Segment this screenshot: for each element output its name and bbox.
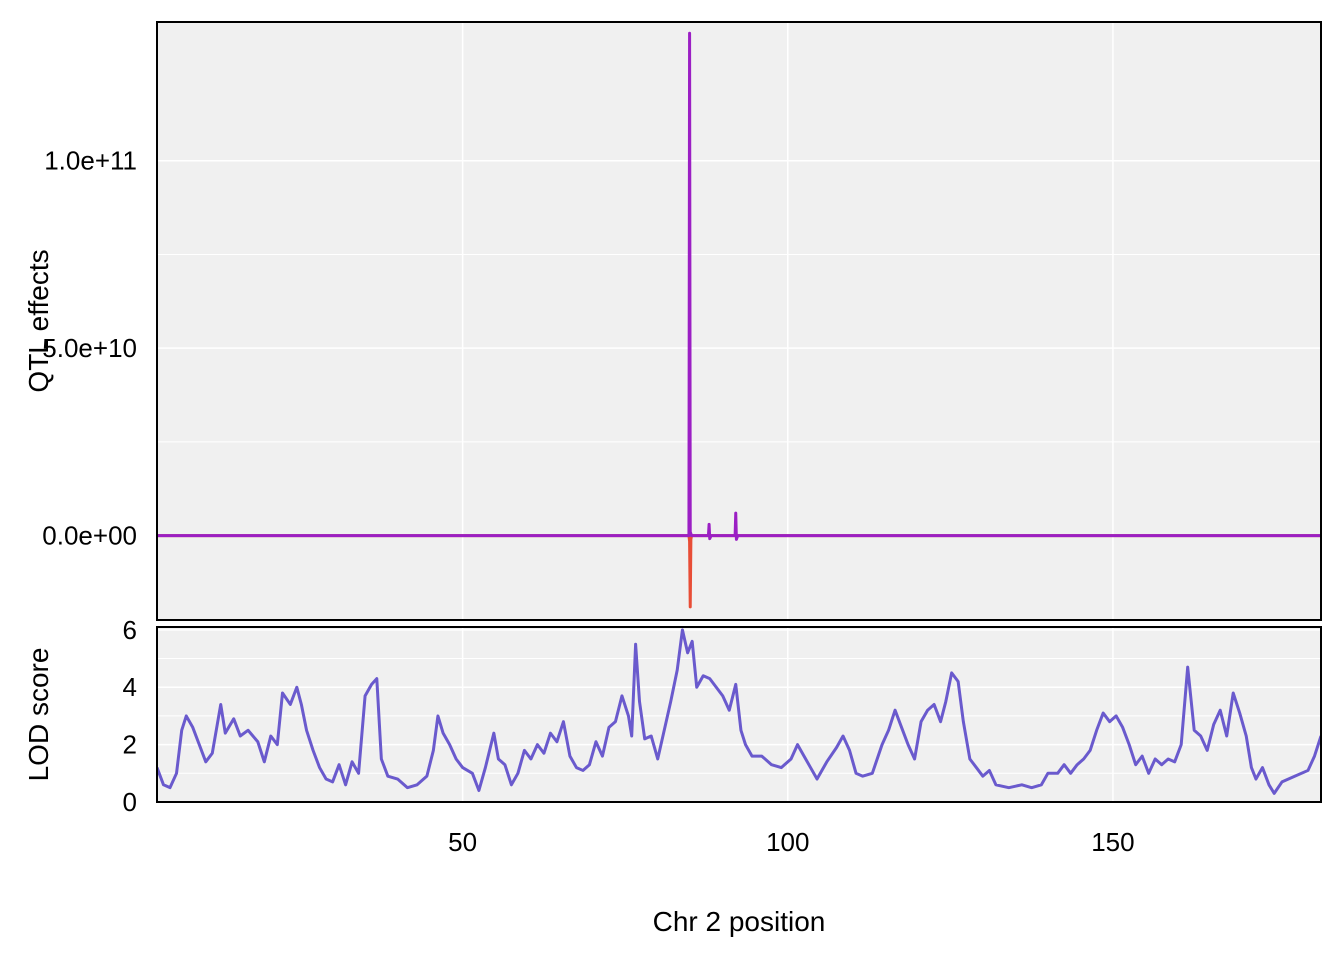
effects-y-tick-label: 5.0e+10 bbox=[42, 333, 137, 363]
lod-panel: 0 2 4 6 50 100 150 bbox=[123, 615, 1322, 857]
lod-series-line-0 bbox=[157, 628, 1321, 795]
lod-x-tick-label: 50 bbox=[448, 827, 477, 857]
axis-titles: QTL effects LOD score Chr 2 position bbox=[23, 249, 825, 937]
lod-y-tick-label: 6 bbox=[123, 615, 137, 645]
lod-x-tick-label: 150 bbox=[1091, 827, 1134, 857]
effects-panel: 0.0e+00 5.0e+10 1.0e+11 bbox=[42, 21, 1322, 621]
lod-y-tick-label: 2 bbox=[123, 730, 137, 760]
effects-y-axis-title: QTL effects bbox=[23, 249, 54, 392]
lod-x-tick-label: 100 bbox=[766, 827, 809, 857]
lod-y-axis-title: LOD score bbox=[23, 648, 54, 782]
lod-plot-border bbox=[156, 626, 1322, 803]
effects-series-group bbox=[157, 31, 1321, 609]
effects-plot-background bbox=[157, 22, 1321, 620]
lod-y-tick-label: 4 bbox=[123, 672, 137, 702]
effects-y-tick-label: 1.0e+11 bbox=[44, 146, 137, 176]
effects-y-tick-label: 0.0e+00 bbox=[42, 521, 137, 551]
x-axis-title: Chr 2 position bbox=[653, 906, 826, 937]
lod-y-tick-label: 0 bbox=[123, 787, 137, 817]
effects-plot-border bbox=[156, 21, 1322, 621]
effects-series-line-1 bbox=[157, 31, 1321, 541]
lod-series-group bbox=[157, 628, 1321, 795]
